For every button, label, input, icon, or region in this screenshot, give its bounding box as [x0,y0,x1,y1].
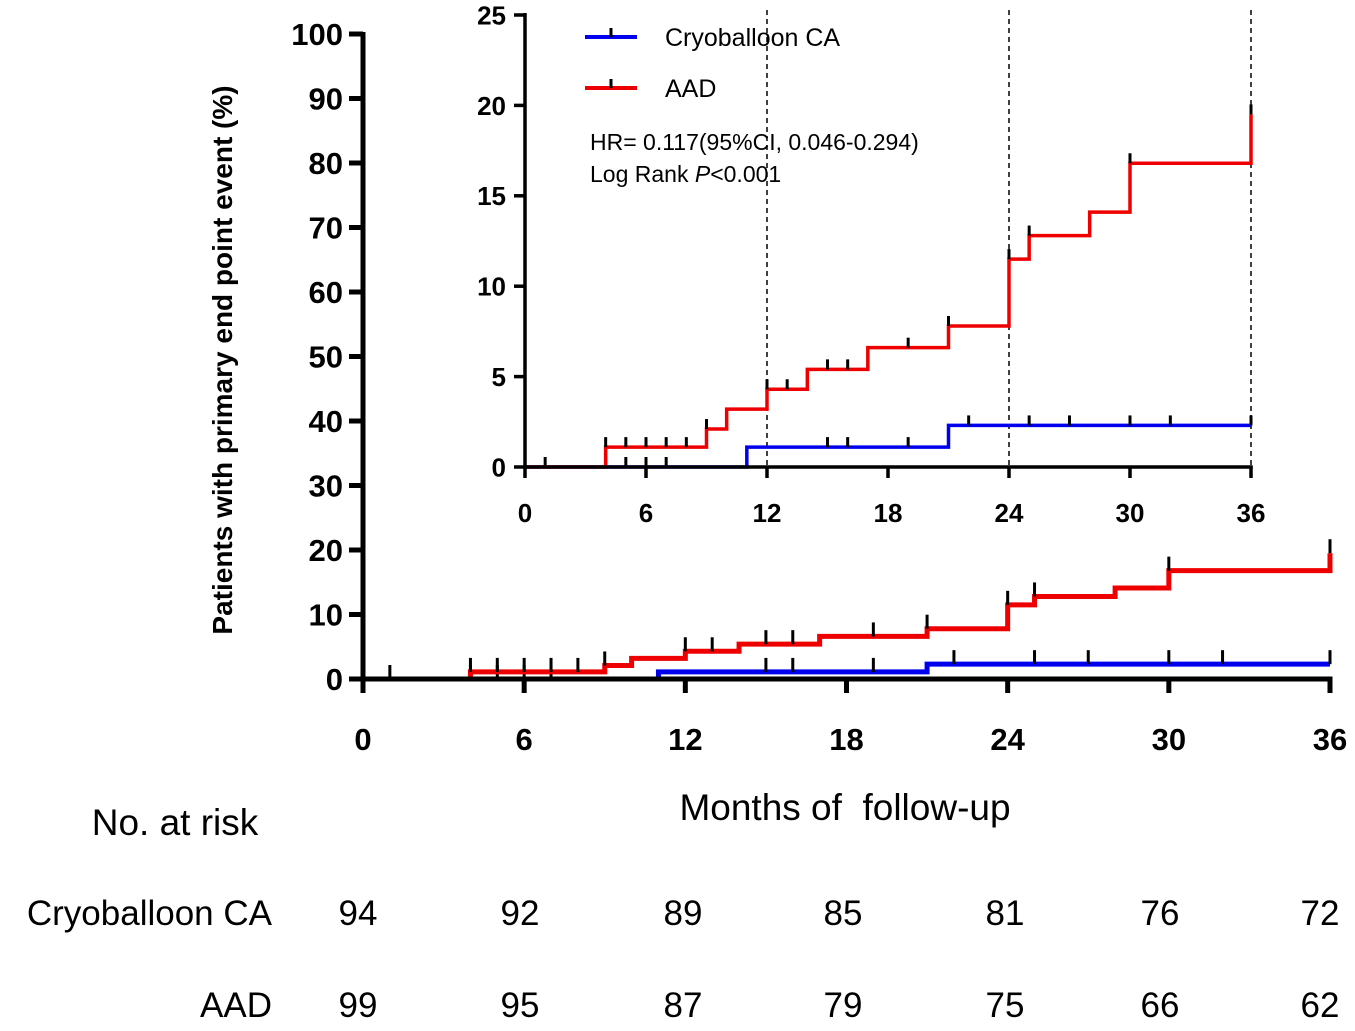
risk-value: 76 [1141,894,1180,933]
y-tick-label: 90 [309,82,343,117]
x-tick-label: 12 [753,498,782,528]
risk-value: 99 [339,986,378,1025]
risk-value: 66 [1141,986,1180,1025]
x-tick-label: 30 [1116,498,1145,528]
x-tick-label: 18 [829,722,863,757]
x-tick-label: 30 [1152,722,1186,757]
y-tick-label: 50 [309,340,343,375]
risk-value: 62 [1301,986,1340,1025]
risk-value: 94 [339,894,378,933]
legend-label-cryoballoon: Cryoballoon CA [665,24,840,52]
y-axis-title: Patients with primary end point event (%… [207,85,238,634]
risk-value: 89 [664,894,703,933]
x-tick-label: 24 [995,498,1024,528]
logrank-p: P [695,161,711,187]
x-tick-label: 0 [518,498,532,528]
x-tick-label: 0 [354,722,371,757]
x-tick-label: 36 [1237,498,1266,528]
logrank-annotation: Log Rank P<0.001 [590,161,781,187]
inset-plot: 0 5 10 15 20 25 0 6 12 18 24 30 36 [477,0,1265,528]
x-tick-label: 36 [1313,722,1347,757]
x-axis-title: Months of follow-up [679,787,1010,828]
x-tick-label: 6 [639,498,653,528]
y-tick-label: 80 [309,146,343,181]
y-tick-label: 10 [309,598,343,633]
x-tick-label: 12 [668,722,702,757]
y-tick-label: 40 [309,404,343,439]
risk-value: 85 [824,894,863,933]
y-tick-label: 10 [477,272,506,302]
y-tick-label: 15 [477,181,506,211]
risk-value: 92 [501,894,540,933]
y-tick-label: 100 [291,17,343,52]
y-tick-label: 30 [309,469,343,504]
x-tick-label: 18 [874,498,903,528]
x-tick-label: 24 [990,722,1025,757]
logrank-value: <0.001 [710,161,781,187]
risk-value: 81 [986,894,1025,933]
y-tick-label: 5 [492,362,506,392]
x-tick-label: 6 [516,722,533,757]
legend: Cryoballoon CA AAD [585,24,840,103]
risk-row-label: AAD [200,986,272,1025]
y-tick-label: 20 [309,533,343,568]
risk-value: 72 [1301,894,1340,933]
y-tick-label: 0 [492,452,506,482]
hr-annotation: HR= 0.117(95%CI, 0.046-0.294) [590,129,919,155]
risk-value: 75 [986,986,1025,1025]
y-tick-label: 20 [477,91,506,121]
logrank-prefix: Log Rank [590,161,695,187]
y-tick-label: 70 [309,211,343,246]
y-tick-label: 0 [326,662,343,697]
y-tick-label: 60 [309,275,343,310]
risk-value: 95 [501,986,540,1025]
y-tick-label: 25 [477,0,506,30]
risk-value: 87 [664,986,703,1025]
risk-row-label: Cryoballoon CA [27,894,273,933]
risk-table: No. at risk Cryoballoon CA 94 92 89 85 81 76 72… [27,802,1340,1025]
series-line-aad [363,553,1333,682]
legend-label-aad: AAD [665,75,716,103]
risk-value: 79 [824,986,863,1025]
risk-table-title: No. at risk [92,802,259,843]
